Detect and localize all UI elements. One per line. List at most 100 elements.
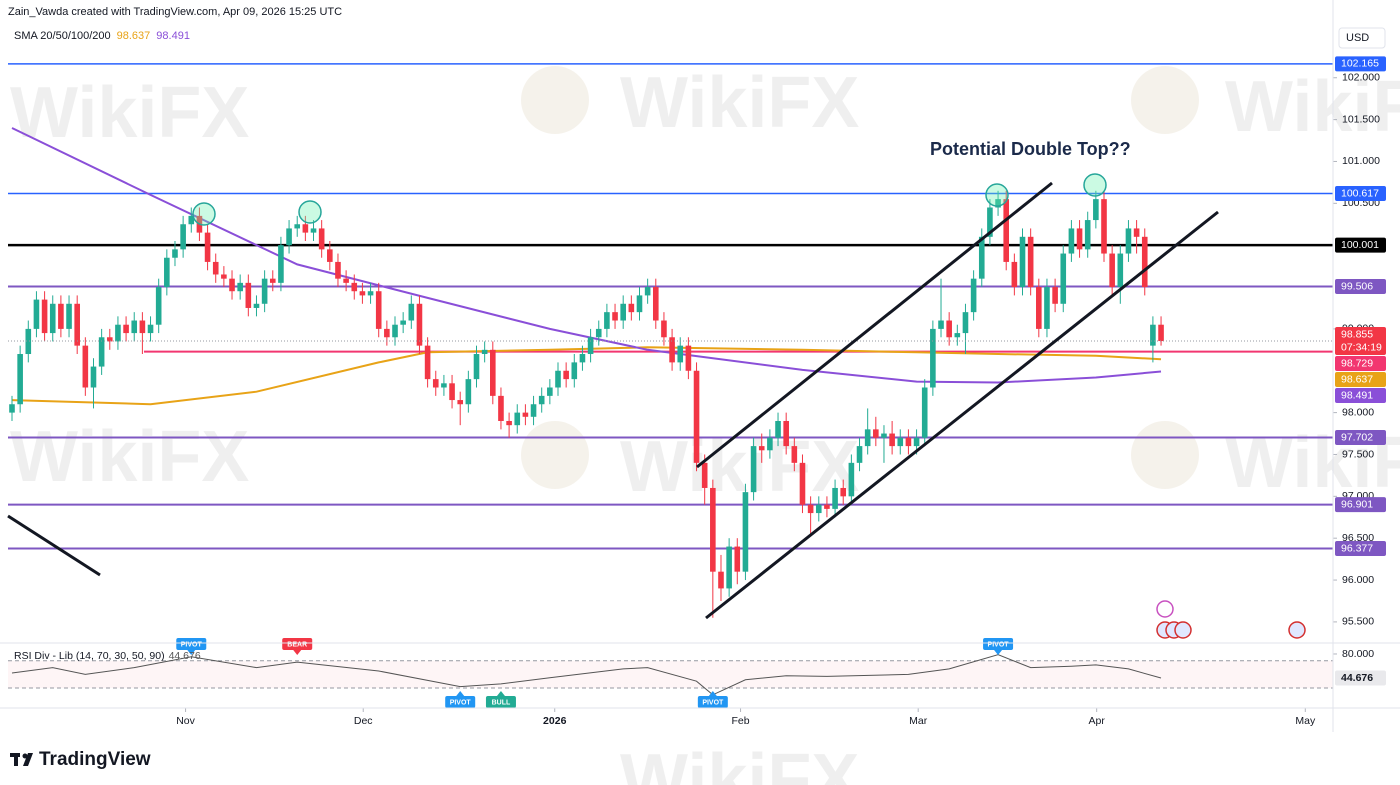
y-tick-label: 101.000	[1342, 155, 1380, 167]
price-label: 96.377	[1341, 542, 1373, 554]
trend-line	[7, 514, 101, 577]
sma-legend: SMA 20/50/100/200 98.637 98.491	[14, 30, 190, 42]
brand: TradingView	[39, 749, 151, 770]
candle-body	[921, 387, 928, 438]
candle-body	[636, 295, 643, 313]
candle-body	[327, 249, 333, 262]
watermark: WikiFX	[620, 63, 859, 143]
candle-body	[41, 299, 48, 334]
top-marker	[298, 200, 322, 224]
candle-body	[180, 224, 186, 250]
candle-body	[490, 349, 496, 396]
candle-body	[595, 328, 602, 338]
candle-body	[1141, 236, 1148, 288]
price-label: 96.901	[1341, 498, 1373, 510]
candle-body	[1084, 220, 1091, 250]
x-tick-label: Dec	[354, 715, 373, 727]
candle-body	[212, 261, 219, 275]
candle-body	[669, 337, 675, 363]
candle-body	[188, 215, 195, 225]
rsi-signal-box	[282, 638, 313, 650]
candle-body	[1011, 261, 1018, 288]
candle-body	[245, 282, 252, 308]
candle-body	[473, 354, 480, 380]
price-label: 100.001	[1341, 239, 1379, 251]
candle-body	[392, 324, 398, 338]
channel-upper	[696, 181, 1053, 469]
brand-logo	[10, 753, 33, 766]
candle-body	[416, 303, 423, 346]
candle-body	[384, 328, 390, 338]
channel-lower	[705, 210, 1219, 620]
watermark: WikiFX	[620, 427, 859, 507]
candle-body	[49, 303, 56, 334]
price-label-box	[1335, 237, 1386, 253]
candle-body	[481, 349, 488, 355]
price-label: 102.165	[1341, 58, 1379, 70]
candle-body	[701, 462, 708, 488]
candle-body	[530, 404, 537, 417]
candle-body	[131, 320, 138, 334]
watermark-logo	[521, 66, 589, 134]
rsi-signal-pointer	[187, 650, 196, 655]
sma-legend-value: 98.491	[156, 30, 190, 42]
annotation: Potential Double Top??	[930, 139, 1131, 159]
candle-body	[221, 274, 227, 279]
rsi-signal-box	[697, 696, 728, 708]
rsi-signal-pointer	[994, 650, 1003, 655]
candle-body	[278, 245, 284, 283]
candle-body	[1158, 324, 1164, 342]
candle-body	[734, 546, 741, 572]
candle-body	[522, 412, 529, 417]
rsi-legend-value: 44.676	[169, 650, 201, 662]
sma-legend-value: 98.637	[117, 30, 151, 42]
top-marker	[192, 202, 216, 226]
candle-body	[661, 320, 667, 338]
rsi-value-label: 44.676	[1341, 672, 1373, 684]
rsi-legend-label: RSI Div - Lib (14, 70, 30, 50, 90)	[14, 650, 165, 662]
candle-body	[930, 328, 936, 388]
candle-body	[465, 379, 472, 405]
candle-body	[1060, 253, 1067, 304]
candle-body	[742, 492, 749, 572]
rsi-signal-pointer	[708, 691, 717, 696]
candle-body	[310, 228, 317, 233]
candle-body	[970, 278, 977, 313]
candle-body	[587, 337, 594, 355]
candle-body	[98, 337, 105, 367]
top-marker	[1083, 173, 1107, 197]
candle-body	[261, 278, 268, 304]
candle-body	[538, 395, 545, 405]
candle-body	[164, 257, 170, 288]
candle-body	[962, 312, 969, 334]
rsi-legend: RSI Div - Lib (14, 70, 30, 50, 90) 44.676	[14, 650, 201, 662]
candle-body	[204, 232, 211, 262]
x-tick-label: Mar	[909, 715, 928, 727]
x-tick-label: Feb	[731, 715, 749, 727]
candle-body	[123, 324, 129, 334]
candle-body	[620, 303, 626, 321]
logo-part	[22, 753, 28, 759]
candle-body	[612, 312, 618, 321]
candle-body	[359, 291, 366, 296]
watermark: WikiFX	[10, 417, 249, 497]
candle-body	[9, 404, 15, 413]
x-tick-label: 2026	[543, 715, 567, 727]
rsi-line	[11, 654, 1162, 696]
candle-body	[1036, 287, 1042, 329]
sma-line	[11, 346, 1162, 406]
price-label-box	[1335, 279, 1386, 295]
y-tick-label: 97.500	[1342, 448, 1374, 460]
candle-body	[82, 345, 89, 388]
sma-line	[11, 127, 1162, 384]
candle-body	[449, 383, 455, 401]
candle-body	[237, 282, 243, 292]
candle-body	[815, 504, 822, 514]
candle-body	[229, 278, 235, 292]
candle-body	[995, 199, 1001, 208]
candle-body	[1093, 199, 1099, 221]
price-label-box	[1335, 540, 1386, 556]
candle-body	[400, 320, 406, 325]
